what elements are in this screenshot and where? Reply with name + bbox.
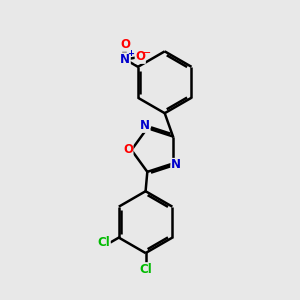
Text: N: N	[140, 119, 150, 132]
Text: Cl: Cl	[139, 263, 152, 276]
Text: N: N	[171, 158, 181, 172]
Text: O: O	[120, 38, 130, 51]
Text: N: N	[120, 53, 130, 66]
Text: +: +	[127, 49, 134, 58]
Text: O: O	[123, 143, 133, 157]
Text: Cl: Cl	[98, 236, 110, 248]
Text: O: O	[135, 50, 145, 63]
Text: −: −	[142, 48, 152, 58]
